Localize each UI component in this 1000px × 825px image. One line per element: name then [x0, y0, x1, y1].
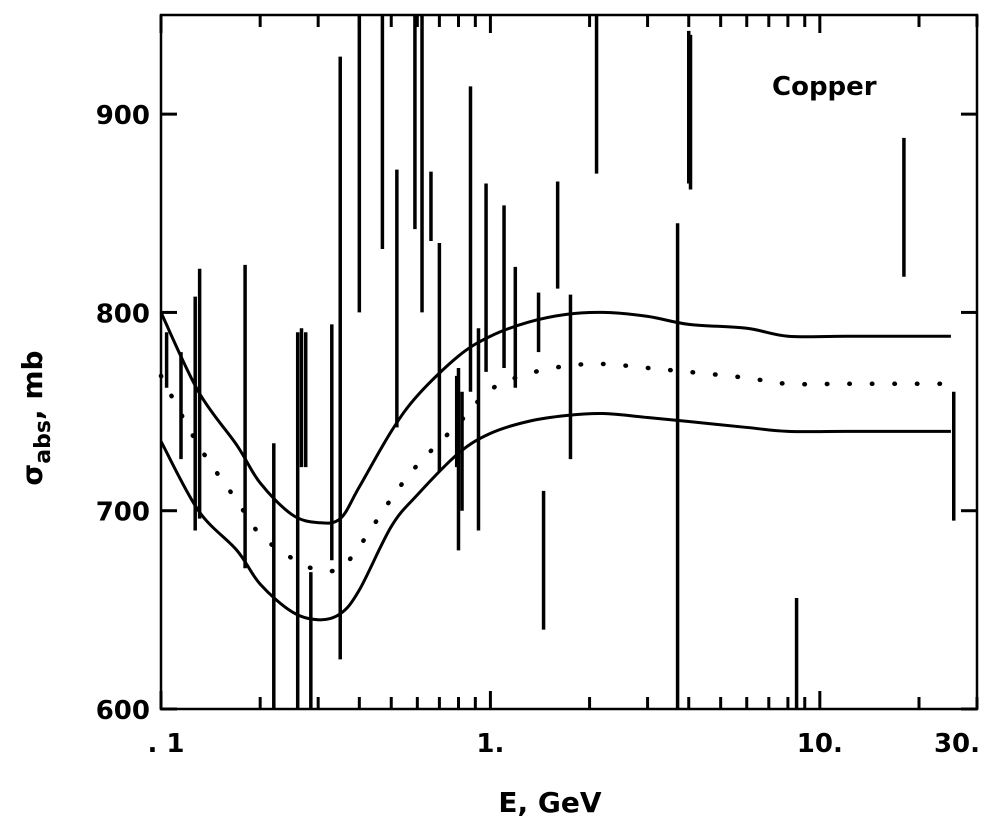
y-tick-labels: 600 700 800 900 — [96, 101, 150, 726]
bound-curve-2 — [159, 411, 951, 622]
x-axis-title: E, GeV — [498, 786, 601, 819]
y-tick-label: 800 — [96, 299, 150, 329]
y-tick-label: 600 — [96, 696, 150, 726]
y-axis-title-subscript: abs — [31, 420, 56, 464]
y-tick-label: 900 — [96, 101, 150, 131]
bound-curve-0 — [159, 310, 951, 525]
central-curve-dotted — [158, 361, 954, 574]
y-axis-title-unit: , mb — [16, 350, 49, 420]
x-tick-label: 1. — [476, 729, 504, 759]
annotation-copper: Copper — [772, 72, 877, 102]
y-axis-title: σabs, mb — [16, 350, 56, 485]
ticks — [159, 15, 979, 711]
plot-frame — [159, 13, 979, 711]
x-tick-labels: . 1 1. 10. 30. — [147, 729, 980, 759]
x-tick-label: 30. — [934, 729, 980, 759]
y-axis-title-symbol: σ — [16, 464, 49, 486]
x-tick-label: . 1 — [147, 729, 184, 759]
model-curves — [158, 310, 954, 622]
error-bars — [164, 15, 956, 709]
y-tick-label: 700 — [96, 498, 150, 528]
x-tick-label: 10. — [797, 729, 843, 759]
